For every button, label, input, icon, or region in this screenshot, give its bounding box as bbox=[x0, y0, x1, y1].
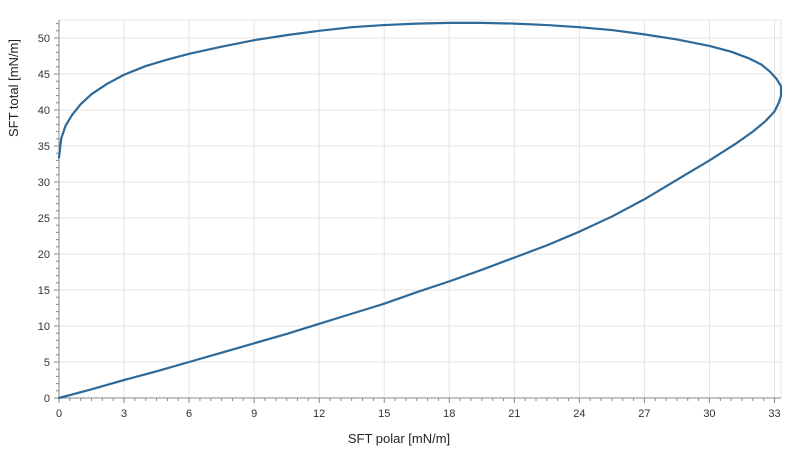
x-tick-label: 30 bbox=[703, 408, 715, 420]
y-tick-label: 40 bbox=[38, 105, 50, 117]
y-tick-label: 35 bbox=[38, 141, 50, 153]
x-tick-label: 0 bbox=[56, 408, 62, 420]
y-tick-label: 50 bbox=[38, 33, 50, 45]
x-tick-label: 33 bbox=[768, 408, 780, 420]
y-axis-title: SFT total [mN/m] bbox=[6, 39, 21, 137]
y-tick-label: 20 bbox=[38, 249, 50, 261]
x-tick-label: 15 bbox=[378, 408, 390, 420]
axes bbox=[54, 20, 781, 403]
y-tick-label: 0 bbox=[44, 393, 50, 405]
x-tick-labels: 0 3 6 9 12 15 18 21 24 27 30 33 bbox=[56, 408, 781, 420]
y-tick-label: 30 bbox=[38, 177, 50, 189]
x-tick-label: 9 bbox=[251, 408, 257, 420]
series bbox=[57, 21, 783, 400]
x-tick-label: 18 bbox=[443, 408, 455, 420]
y-tick-label: 10 bbox=[38, 321, 50, 333]
y-tick-label: 5 bbox=[44, 357, 50, 369]
x-tick-label: 24 bbox=[573, 408, 585, 420]
x-tick-label: 27 bbox=[638, 408, 650, 420]
x-tick-label: 6 bbox=[186, 408, 192, 420]
gridlines bbox=[59, 19, 782, 398]
y-tick-labels: 0 5 10 15 20 25 30 35 40 45 50 bbox=[38, 33, 50, 405]
x-tick-label: 3 bbox=[121, 408, 127, 420]
y-tick-label: 15 bbox=[38, 285, 50, 297]
y-tick-label: 25 bbox=[38, 213, 50, 225]
x-tick-label: 12 bbox=[313, 408, 325, 420]
x-axis-title: SFT polar [mN/m] bbox=[348, 431, 450, 446]
y-tick-label: 45 bbox=[38, 69, 50, 81]
x-tick-label: 21 bbox=[508, 408, 520, 420]
series-line bbox=[57, 21, 783, 400]
